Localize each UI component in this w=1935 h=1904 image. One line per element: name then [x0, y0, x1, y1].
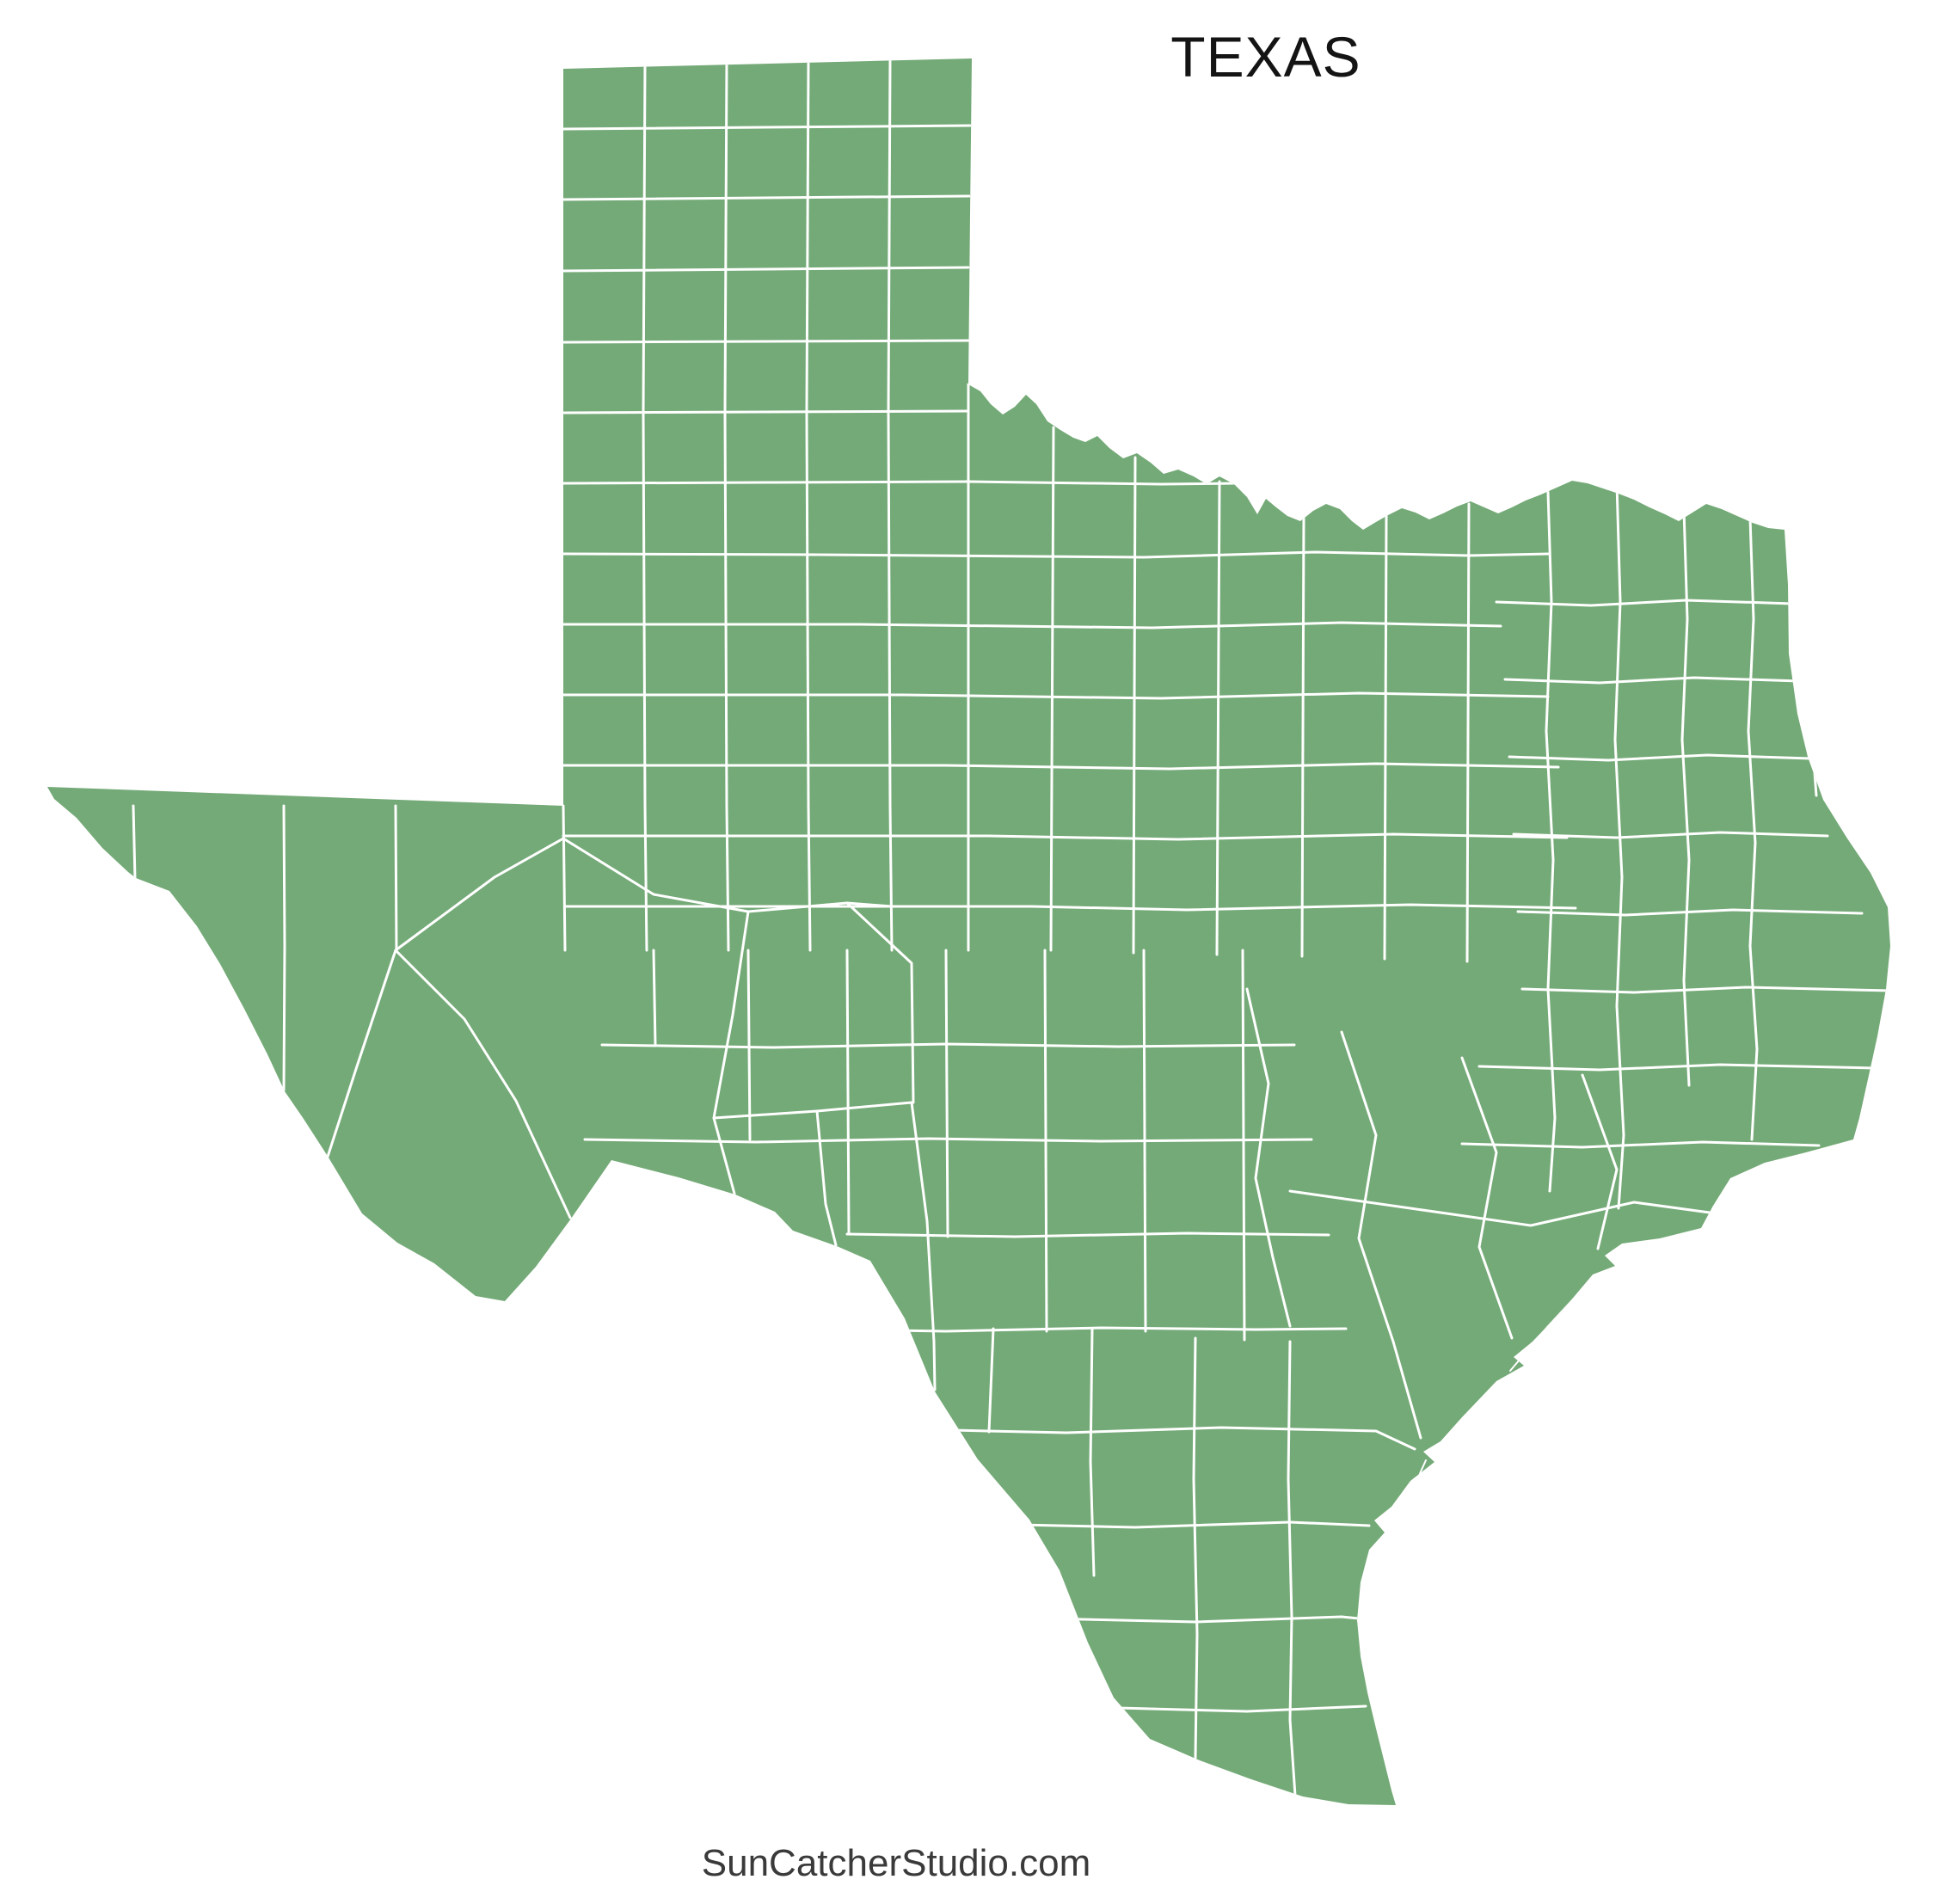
county-boundary-line — [1545, 490, 1557, 1193]
county-boundary-line — [746, 949, 752, 1141]
county-boundary-line — [562, 124, 972, 131]
county-boundary-line — [1460, 1056, 1514, 1340]
county-boundary-line — [562, 194, 971, 201]
county-boundary-line — [1516, 908, 1864, 917]
county-boundary-line — [1495, 599, 1795, 607]
county-boundary-line — [1747, 516, 1759, 1141]
county-boundary-line — [815, 1109, 838, 1247]
county-boundary-line — [562, 409, 970, 415]
county-boundary-line — [1215, 480, 1221, 956]
county-boundary-line — [326, 949, 397, 1158]
county-boundary-line — [562, 339, 970, 344]
county-boundary-line — [1512, 831, 1829, 839]
county-boundary-line — [562, 832, 1569, 841]
county-boundary-line — [979, 1520, 1371, 1529]
county-boundary-line — [1241, 949, 1246, 1342]
county-boundary-line — [1581, 1073, 1619, 1250]
county-boundary-line — [652, 949, 657, 1047]
county-boundary-line — [583, 1137, 1313, 1144]
county-boundary-line — [1287, 1340, 1297, 1797]
page-title: TEXAS — [1170, 25, 1361, 89]
county-boundary-line — [642, 60, 648, 952]
county-boundary-line — [805, 58, 812, 952]
county-boundary-line — [562, 550, 1551, 559]
county-boundary-line — [562, 762, 1560, 771]
county-boundary-line — [1043, 1615, 1361, 1624]
county-boundary-line — [562, 621, 1502, 630]
county-boundary-line — [394, 837, 565, 952]
county-boundary-line — [1049, 426, 1055, 952]
county-boundary-line — [394, 949, 572, 1219]
county-boundary-line — [910, 1101, 937, 1391]
county-boundary-line — [944, 949, 949, 1238]
county-boundary-line — [1613, 482, 1625, 1210]
county-boundary-line — [132, 804, 137, 881]
county-boundary-line — [845, 949, 851, 1236]
county-boundary-line — [1192, 1336, 1199, 1760]
county-boundary-line — [600, 1042, 1296, 1049]
county-boundary-line — [1508, 753, 1812, 762]
county-boundary-line — [1465, 502, 1471, 963]
county-boundary-line — [1288, 1189, 1711, 1227]
county-boundary-line — [562, 266, 970, 273]
shoreline-barrier-island-line — [1382, 1459, 1427, 1794]
county-boundary-line — [1245, 987, 1292, 1328]
county-boundary-line — [845, 1231, 1330, 1238]
county-boundary-line — [712, 910, 750, 1195]
county-boundary-line — [1808, 530, 1818, 797]
county-boundary-line — [562, 691, 1550, 700]
county-boundary-line — [1520, 986, 1890, 994]
county-boundary-line — [562, 804, 567, 952]
watermark-text: SunCatcherStudio.com — [701, 1842, 1091, 1884]
county-boundary-line — [282, 804, 286, 1092]
county-boundary-line — [1089, 1327, 1096, 1577]
county-boundary-line — [723, 58, 730, 952]
county-boundary-line — [987, 1327, 995, 1434]
county-boundary-line — [887, 58, 894, 952]
county-boundary-line — [910, 1426, 1416, 1451]
county-boundary-line — [1383, 514, 1388, 961]
county-boundary-line — [1340, 1030, 1422, 1440]
county-boundary-line — [1460, 1140, 1821, 1149]
county-boundary-line — [1116, 1704, 1367, 1713]
county-boundary-line — [1300, 513, 1305, 958]
county-boundary-line — [1477, 1063, 1877, 1072]
county-boundary-line — [1503, 676, 1801, 685]
county-boundary-line — [845, 901, 915, 1104]
county-boundary-line — [1132, 456, 1137, 955]
